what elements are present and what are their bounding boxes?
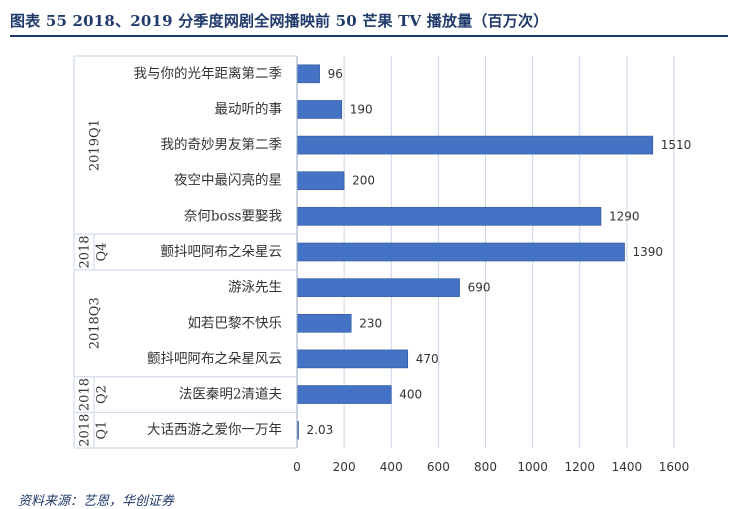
category-label: 我的奇妙男友第二季	[161, 136, 283, 153]
group-label-quarter: Q2	[95, 385, 110, 404]
title-rule	[10, 35, 728, 37]
group-label-quarter: Q4	[95, 243, 110, 262]
data-label: 690	[468, 281, 491, 295]
bar	[296, 349, 409, 369]
bar	[296, 171, 345, 191]
data-label: 2.03	[307, 423, 334, 437]
category-label: 颤抖吧阿布之朵星风云	[147, 351, 282, 367]
category-label: 奈何boss要娶我	[184, 208, 283, 224]
group-label-year: 2018	[78, 378, 93, 411]
category-label: 最动听的事	[215, 101, 283, 117]
bar	[296, 135, 654, 155]
x-tick-label: 1600	[659, 460, 690, 474]
data-label: 1390	[633, 245, 664, 259]
data-label: 400	[399, 388, 422, 402]
chart-title: 图表 55 2018、2019 分季度网剧全网播映前 50 芒果 TV 播放量（…	[10, 12, 549, 30]
bar	[296, 100, 343, 119]
x-tick-label: 1200	[564, 460, 595, 474]
category-label: 颤抖吧阿布之朵星云	[161, 244, 283, 260]
category-label: 游泳先生	[228, 280, 282, 296]
x-tick-label: 1400	[612, 460, 643, 474]
data-label: 200	[352, 174, 375, 188]
source-note: 资料来源：艺恩，华创证券	[18, 494, 175, 509]
bar	[296, 207, 602, 226]
category-label: 大话西游之爱你一万年	[147, 422, 282, 438]
x-tick-label: 200	[333, 460, 356, 474]
data-label: 96	[328, 67, 343, 81]
bar	[296, 64, 320, 84]
group-label-quarter: Q1	[95, 421, 110, 440]
bar	[296, 313, 352, 333]
x-tick-label: 600	[427, 460, 450, 474]
x-tick-label: 1000	[517, 460, 548, 474]
group-label: 2019Q1	[88, 119, 103, 171]
x-tick-label: 800	[474, 460, 497, 474]
category-label: 如若巴黎不快乐	[188, 315, 283, 331]
bar	[296, 278, 460, 297]
data-label: 1290	[609, 209, 640, 223]
category-label: 法医秦明2清道夫	[179, 387, 283, 403]
category-label: 夜空中最闪亮的星	[174, 172, 282, 189]
bar	[296, 242, 625, 262]
group-label-year: 2018	[78, 414, 93, 447]
x-tick-label: 0	[293, 460, 301, 474]
data-label: 190	[350, 102, 373, 116]
x-tick-label: 400	[380, 460, 403, 474]
category-label: 我与你的光年距离第二季	[134, 65, 283, 82]
group-label: 2018Q3	[88, 297, 103, 349]
data-label: 470	[416, 352, 439, 366]
group-label-year: 2018	[78, 235, 93, 268]
data-label: 230	[359, 316, 382, 330]
data-label: 1510	[661, 138, 692, 152]
bar	[296, 385, 392, 404]
